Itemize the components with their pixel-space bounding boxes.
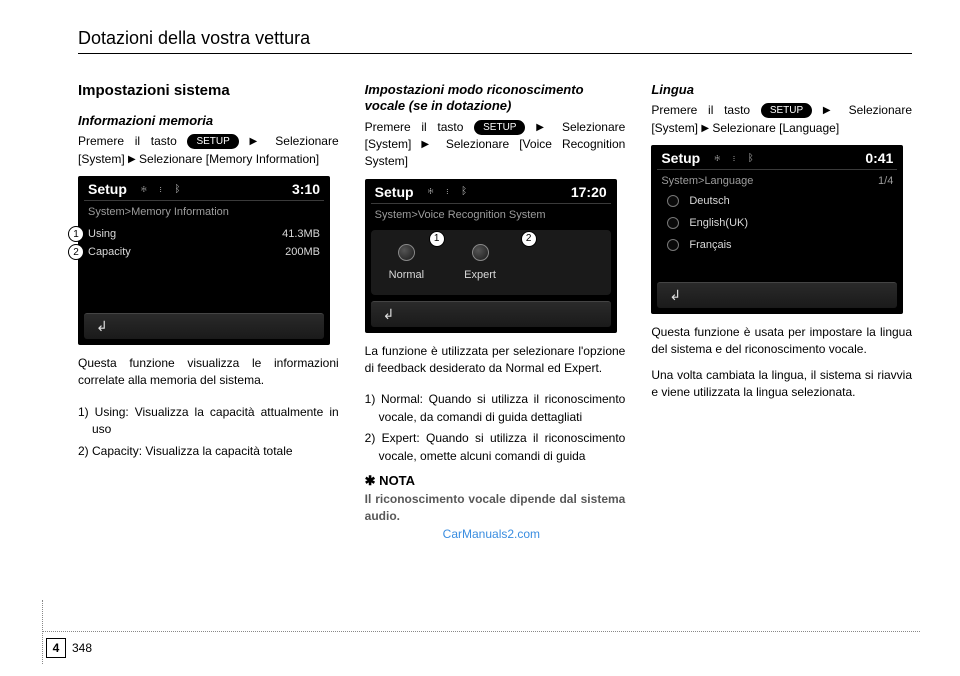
language-paragraph-2: Una volta cambiata la lingua, il sistema…: [651, 367, 912, 402]
intro-post: Selezionare [Memory Information]: [136, 152, 319, 166]
page-header: Dotazioni della vostra vettura: [78, 28, 912, 49]
screen-breadcrumb: System>Voice Recognition System: [365, 204, 617, 224]
screen-breadcrumb: System>Language: [661, 175, 753, 187]
radio-icon: [667, 195, 679, 207]
footer-divider-vert: [42, 600, 43, 664]
screen-breadcrumb: System>Memory Information: [78, 201, 330, 221]
callout-1: 1: [429, 231, 445, 247]
radio-icon: [667, 217, 679, 229]
nota-heading: ✱ NOTA: [365, 473, 626, 489]
intro-text: Premere il tasto SETUP ▶ Selezionare [Sy…: [651, 102, 912, 137]
status-icons: ✻ ⋮ ᛒ: [141, 184, 292, 195]
chapter-number: 4: [46, 638, 66, 658]
option-normal[interactable]: Normal: [389, 244, 424, 281]
chevron-right-icon: ▶: [701, 123, 709, 134]
nota-body: Il riconoscimento vocale dipende dal sis…: [365, 491, 626, 525]
status-icons: ✻ ⋮ ᛒ: [428, 186, 571, 197]
memory-using-row: Using 41.3MB: [88, 225, 320, 243]
callout-1: 1: [68, 226, 84, 242]
page-indicator: 1/4: [878, 175, 893, 187]
back-button[interactable]: ↲: [84, 313, 324, 339]
chevron-right-icon: ▶: [250, 136, 265, 147]
radio-icon: [472, 244, 489, 261]
radio-icon: [667, 239, 679, 251]
screen-title: Setup: [375, 184, 414, 200]
language-option-francais[interactable]: Français: [661, 234, 893, 256]
callout-2: 2: [521, 231, 537, 247]
language-option-english[interactable]: English(UK): [661, 212, 893, 234]
chevron-right-icon: ▶: [128, 154, 136, 165]
setup-button-label: SETUP: [761, 103, 812, 118]
back-arrow-icon: ↲: [383, 306, 395, 323]
subsection-memory-info: Informazioni memoria: [78, 113, 339, 129]
screen-clock: 3:10: [292, 181, 320, 197]
screen-clock: 17:20: [571, 184, 607, 200]
memory-item-1: 1) Using: Visualizza la capacità attualm…: [78, 404, 339, 439]
using-value: 41.3MB: [282, 228, 320, 240]
intro-text: Premere il tasto SETUP ▶ Selezionare [Sy…: [78, 133, 339, 168]
screen-title: Setup: [661, 150, 700, 166]
back-button[interactable]: ↲: [657, 282, 897, 308]
subsection-voice-recognition: Impostazioni modo riconoscimento vocale …: [365, 82, 626, 115]
memory-capacity-row: Capacity 200MB: [88, 243, 320, 261]
column-3: Lingua Premere il tasto SETUP ▶ Selezion…: [651, 82, 912, 541]
voice-item-2: 2) Expert: Quando si utilizza il riconos…: [365, 430, 626, 465]
radio-icon: [398, 244, 415, 261]
language-screen: Setup ✻ ⋮ ᛒ 0:41 System>Language 1/4 Deu…: [651, 145, 903, 314]
chevron-right-icon: ▶: [421, 139, 435, 150]
language-label: Français: [689, 239, 731, 251]
using-label: Using: [88, 228, 116, 240]
status-icons: ✻ ⋮ ᛒ: [714, 153, 865, 164]
voice-recognition-screen: Setup ✻ ⋮ ᛒ 17:20 System>Voice Recogniti…: [365, 179, 617, 333]
section-title: Impostazioni sistema: [78, 82, 339, 99]
voice-item-1: 1) Normal: Quando si utilizza il riconos…: [365, 391, 626, 426]
chevron-right-icon: ▶: [536, 122, 551, 133]
option-expert[interactable]: Expert: [464, 244, 496, 281]
memory-item-2: 2) Capacity: Visualizza la capacità tota…: [78, 443, 339, 460]
memory-caption: Questa funzione visualizza le informazio…: [78, 355, 339, 390]
voice-mode-options: Normal Expert: [371, 230, 611, 295]
intro-post: Selezionare [Language]: [709, 121, 839, 135]
footer-divider: [42, 631, 920, 632]
callout-2: 2: [68, 244, 84, 260]
watermark-text: CarManuals2.com: [443, 527, 626, 541]
language-option-deutsch[interactable]: Deutsch: [661, 190, 893, 212]
option-expert-label: Expert: [464, 269, 496, 281]
column-1: Impostazioni sistema Informazioni memori…: [78, 82, 339, 541]
voice-caption: La funzione è utilizzata per selezionare…: [365, 343, 626, 378]
screen-clock: 0:41: [865, 150, 893, 166]
page-footer: 4 348: [46, 638, 92, 658]
column-2: Impostazioni modo riconoscimento vocale …: [365, 82, 626, 541]
capacity-label: Capacity: [88, 246, 131, 258]
setup-button-label: SETUP: [187, 134, 238, 149]
option-normal-label: Normal: [389, 269, 424, 281]
subsection-language: Lingua: [651, 82, 912, 98]
intro-pre: Premere il tasto: [365, 120, 474, 134]
chevron-right-icon: ▶: [823, 105, 838, 116]
language-paragraph-1: Questa funzione è usata per impostare la…: [651, 324, 912, 359]
back-arrow-icon: ↲: [669, 287, 681, 304]
back-button[interactable]: ↲: [371, 301, 611, 327]
intro-text: Premere il tasto SETUP ▶ Selezionare [Sy…: [365, 119, 626, 171]
memory-info-screen: Setup ✻ ⋮ ᛒ 3:10 System>Memory Informati…: [78, 176, 330, 345]
language-label: English(UK): [689, 217, 748, 229]
intro-pre: Premere il tasto: [651, 103, 760, 117]
language-label: Deutsch: [689, 195, 729, 207]
page-number: 348: [72, 641, 92, 655]
intro-pre: Premere il tasto: [78, 134, 187, 148]
capacity-value: 200MB: [285, 246, 320, 258]
setup-button-label: SETUP: [474, 120, 525, 135]
back-arrow-icon: ↲: [96, 318, 108, 335]
screen-title: Setup: [88, 181, 127, 197]
